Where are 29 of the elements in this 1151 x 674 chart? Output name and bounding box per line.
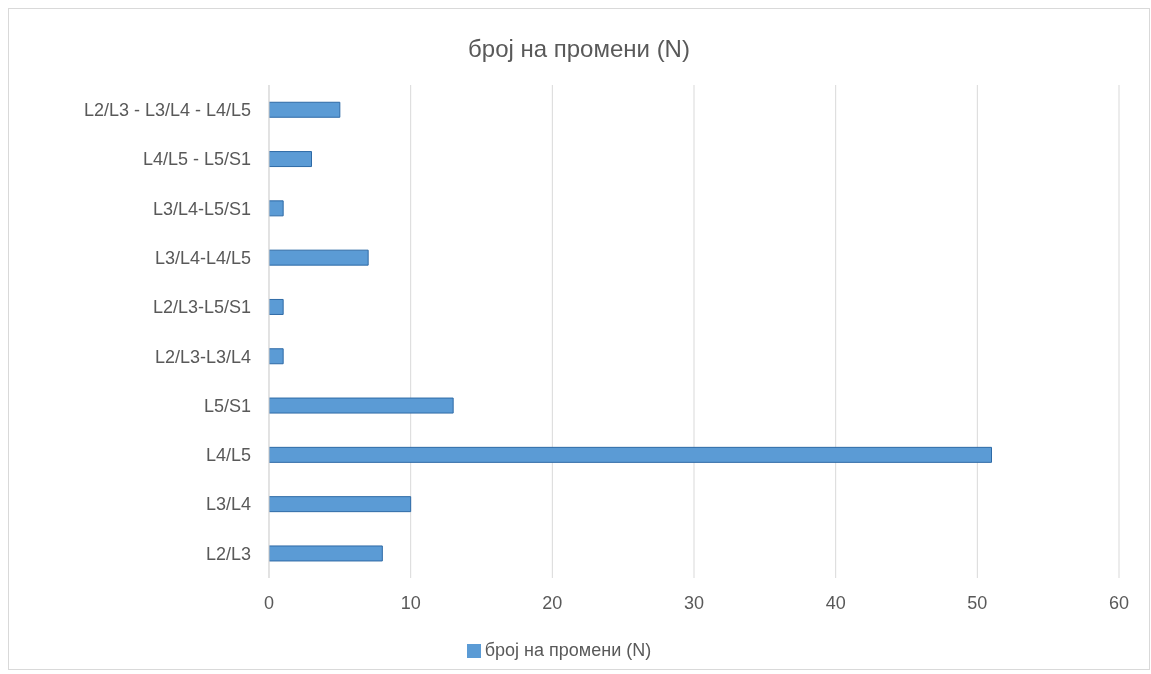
bar (269, 249, 369, 266)
bar (269, 200, 284, 217)
y-tick-label: L3/L4 (205, 494, 251, 515)
bar (269, 101, 341, 118)
y-tick-label: L4/L5 (205, 445, 251, 466)
bar (269, 298, 284, 315)
x-tick-label: 0 (263, 592, 275, 613)
y-tick-label: L3/L4-L5/S1 (152, 198, 251, 219)
y-tick-label: L2/L3-L5/S1 (152, 297, 251, 318)
bar (269, 446, 992, 463)
bar (269, 397, 454, 414)
y-tick-label: L5/S1 (203, 395, 251, 416)
y-tick-label: L4/L5 - L5/S1 (142, 149, 251, 170)
y-tick-label: L2/L3-L3/L4 (154, 346, 251, 367)
x-tick-label: 40 (825, 592, 846, 613)
chart-title: број на промени (N) (467, 35, 691, 64)
y-tick-label: L2/L3 (205, 543, 251, 564)
bar (269, 496, 412, 513)
bar (269, 151, 312, 168)
bar (269, 545, 383, 562)
y-tick-label: L3/L4-L4/L5 (154, 247, 251, 268)
x-tick-label: 10 (400, 592, 421, 613)
x-tick-label: 50 (967, 592, 988, 613)
x-tick-label: 30 (683, 592, 705, 613)
x-tick-label: 60 (1108, 592, 1130, 613)
bar (269, 348, 284, 365)
x-tick-label: 20 (542, 592, 563, 613)
legend-label: број на промени (N) (484, 640, 652, 660)
y-tick-label: L2/L3 - L3/L4 - L4/L5 (83, 100, 251, 121)
